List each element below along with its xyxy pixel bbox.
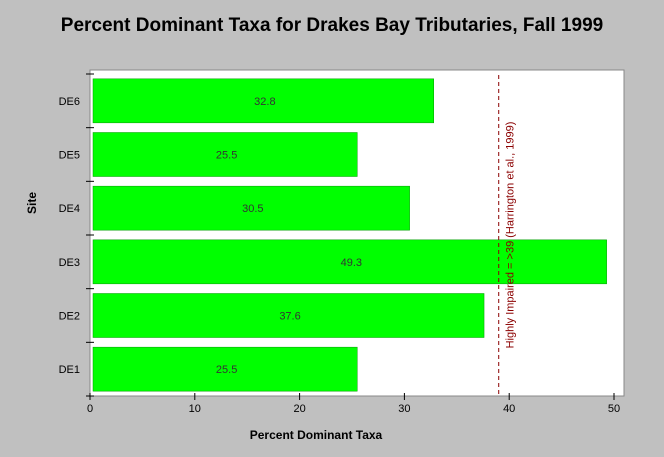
data-label-de5: 25.5 bbox=[216, 150, 237, 162]
data-label-de4: 30.5 bbox=[242, 203, 263, 215]
x-tick-label: 20 bbox=[293, 403, 305, 415]
bar-de1 bbox=[92, 346, 358, 392]
data-label-de2: 37.6 bbox=[279, 311, 300, 323]
chart-title: Percent Dominant Taxa for Drakes Bay Tri… bbox=[60, 15, 604, 36]
bar-de2 bbox=[92, 293, 485, 338]
plot-area bbox=[89, 69, 625, 397]
bar-de5 bbox=[92, 132, 358, 177]
x-tick-label: 50 bbox=[608, 403, 620, 415]
axes-group: DE6 DE5 DE4 DE3 DE2 DE1 0 10 20 30 40 50 bbox=[59, 73, 620, 415]
bar-de6 bbox=[92, 78, 434, 124]
bars-group: 32.8 25.5 30.5 49.3 37.6 25.5 bbox=[92, 78, 607, 392]
x-tick-label: 30 bbox=[398, 403, 410, 415]
x-tick-label: 40 bbox=[503, 403, 515, 415]
bar-de4 bbox=[92, 185, 410, 231]
y-tick-label-de5: DE5 bbox=[59, 150, 80, 162]
x-tick-label: 0 bbox=[87, 403, 93, 415]
data-label-de1: 25.5 bbox=[216, 364, 237, 376]
y-tick-label-de6: DE6 bbox=[59, 96, 80, 108]
reference-line-group: Highly Impaired = >39 (Harrington et al.… bbox=[498, 75, 517, 396]
y-tick-label-de1: DE1 bbox=[59, 364, 80, 376]
y-tick-label-de3: DE3 bbox=[59, 257, 80, 269]
data-label-de6: 32.8 bbox=[254, 96, 275, 108]
reference-line-label: Highly Impaired = >39 (Harrington et al.… bbox=[505, 122, 517, 349]
x-axis-label: Percent Dominant Taxa bbox=[249, 428, 383, 442]
x-tick-label: 10 bbox=[189, 403, 201, 415]
y-tick-label-de4: DE4 bbox=[59, 203, 80, 215]
y-tick-label-de2: DE2 bbox=[59, 311, 80, 323]
data-label-de3: 49.3 bbox=[341, 257, 362, 269]
bar-de3 bbox=[92, 239, 607, 285]
